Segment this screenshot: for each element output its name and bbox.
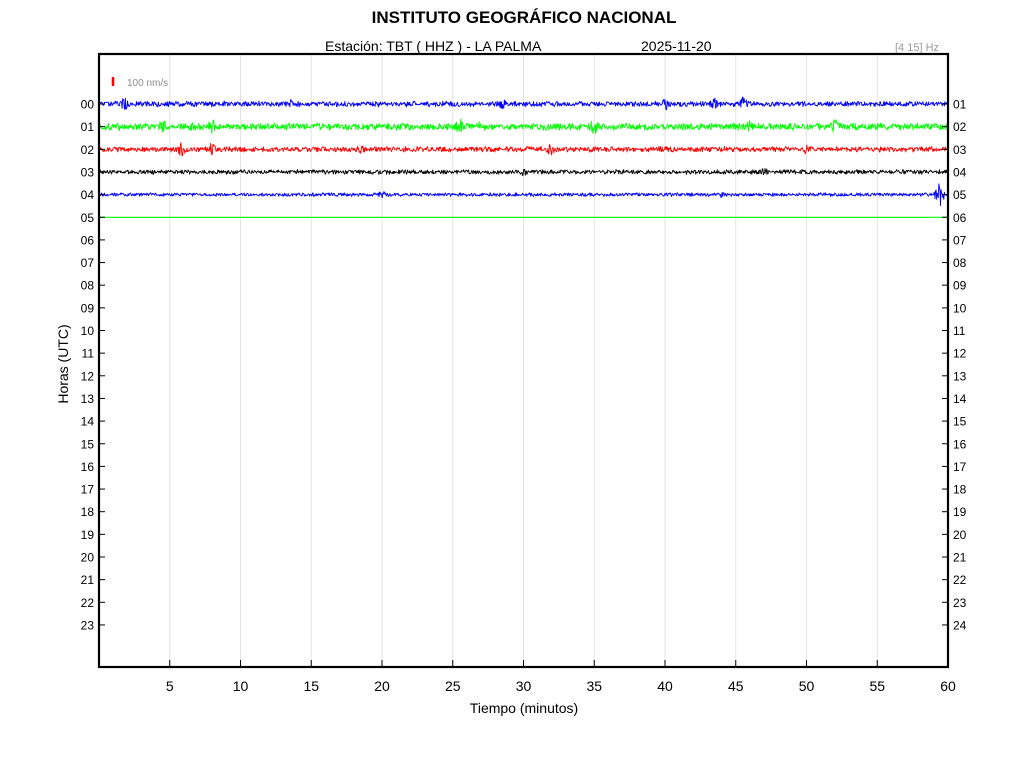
- trace-hour-00: [98, 96, 949, 111]
- x-tick-label-20: 20: [374, 678, 390, 694]
- y-tick-label-right-06: 06: [953, 211, 967, 225]
- y-tick-label-left-05: 05: [81, 211, 95, 225]
- y-tick-label-right-23: 23: [953, 596, 967, 610]
- trace-hour-01: [98, 118, 949, 135]
- y-tick-label-right-18: 18: [953, 483, 967, 497]
- seismic-traces: [98, 96, 949, 218]
- date-label: 2025-11-20: [641, 38, 712, 54]
- y-tick-label-left-01: 01: [81, 120, 95, 134]
- y-tick-label-left-18: 18: [81, 505, 95, 519]
- grid-lines: [169, 54, 878, 667]
- station-label: Estación: TBT ( HHZ ) - LA PALMA: [325, 38, 542, 54]
- y-tick-label-right-04: 04: [953, 165, 967, 179]
- y-tick-label-left-04: 04: [81, 188, 95, 202]
- x-tick-label-50: 50: [799, 678, 815, 694]
- y-tick-label-right-17: 17: [953, 460, 967, 474]
- y-tick-label-right-03: 03: [953, 143, 967, 157]
- y-tick-label-right-11: 11: [953, 324, 966, 338]
- x-tick-label-10: 10: [233, 678, 249, 694]
- y-tick-label-left-14: 14: [81, 415, 95, 429]
- x-tick-label-5: 5: [166, 678, 174, 694]
- x-axis-ticks: 5 10 15 20 25 30 35 40 45 50 55 60: [166, 660, 956, 694]
- y-tick-label-right-02: 02: [953, 120, 967, 134]
- y-tick-label-right-12: 12: [953, 347, 967, 361]
- y-tick-label-right-07: 07: [953, 233, 967, 247]
- x-tick-label-60: 60: [940, 678, 956, 694]
- x-tick-label-15: 15: [303, 678, 319, 694]
- x-axis-label: Tiempo (minutos): [469, 700, 579, 716]
- y-tick-label-left-06: 06: [81, 233, 95, 247]
- y-tick-label-left-19: 19: [81, 528, 95, 542]
- y-tick-label-right-14: 14: [953, 392, 967, 406]
- y-tick-label-left-11: 11: [82, 347, 95, 361]
- y-tick-label-right-19: 19: [953, 505, 967, 519]
- amplitude-scale: 100 nm/s: [111, 77, 168, 89]
- x-tick-label-40: 40: [657, 678, 673, 694]
- x-tick-label-35: 35: [586, 678, 602, 694]
- trace-hour-02: [98, 142, 949, 157]
- x-tick-label-45: 45: [728, 678, 744, 694]
- chart-title: INSTITUTO GEOGRÁFICO NACIONAL: [371, 8, 677, 27]
- y-tick-label-right-20: 20: [953, 528, 967, 542]
- y-tick-label-left-22: 22: [81, 596, 95, 610]
- y-tick-label-right-09: 09: [953, 279, 967, 293]
- y-tick-label-left-17: 17: [81, 483, 95, 497]
- y-tick-label-right-15: 15: [953, 415, 967, 429]
- y-tick-label-left-10: 10: [81, 324, 95, 338]
- y-tick-label-left-07: 07: [81, 256, 95, 270]
- y-tick-label-left-09: 09: [81, 301, 95, 315]
- y-tick-label-right-01: 01: [953, 98, 967, 112]
- y-tick-label-right-08: 08: [953, 256, 967, 270]
- y-tick-label-left-03: 03: [81, 165, 95, 179]
- y-tick-label-right-22: 22: [953, 573, 967, 587]
- y-tick-label-left-08: 08: [81, 279, 95, 293]
- y-axis-label: Horas (UTC): [55, 324, 71, 404]
- y-axis-ticks: 00 01 02 03 04 05 06 07 08 09 10 11 12 13 14 15 16 17 18 19…: [81, 98, 967, 633]
- y-tick-label-right-16: 16: [953, 437, 967, 451]
- y-tick-label-left-15: 15: [81, 437, 95, 451]
- y-tick-label-right-13: 13: [953, 369, 967, 383]
- y-tick-label-left-12: 12: [81, 369, 95, 383]
- y-tick-label-right-05: 05: [953, 188, 967, 202]
- y-tick-label-right-24: 24: [953, 618, 967, 632]
- y-tick-label-left-21: 21: [81, 573, 95, 587]
- y-tick-label-left-23: 23: [81, 618, 95, 632]
- frequency-band-label: [4 15] Hz: [895, 42, 940, 54]
- x-tick-label-25: 25: [445, 678, 461, 694]
- trace-hour-03: [98, 168, 949, 176]
- scale-label: 100 nm/s: [127, 78, 168, 89]
- x-tick-label-30: 30: [516, 678, 532, 694]
- y-tick-label-left-00: 00: [81, 98, 95, 112]
- y-tick-label-left-16: 16: [81, 460, 95, 474]
- y-tick-label-right-21: 21: [953, 551, 967, 565]
- y-tick-label-left-20: 20: [81, 551, 95, 565]
- x-tick-label-55: 55: [869, 678, 885, 694]
- y-tick-label-left-13: 13: [81, 392, 95, 406]
- trace-hour-04: [98, 183, 949, 207]
- y-tick-label-left-02: 02: [81, 143, 95, 157]
- y-tick-label-right-10: 10: [953, 301, 967, 315]
